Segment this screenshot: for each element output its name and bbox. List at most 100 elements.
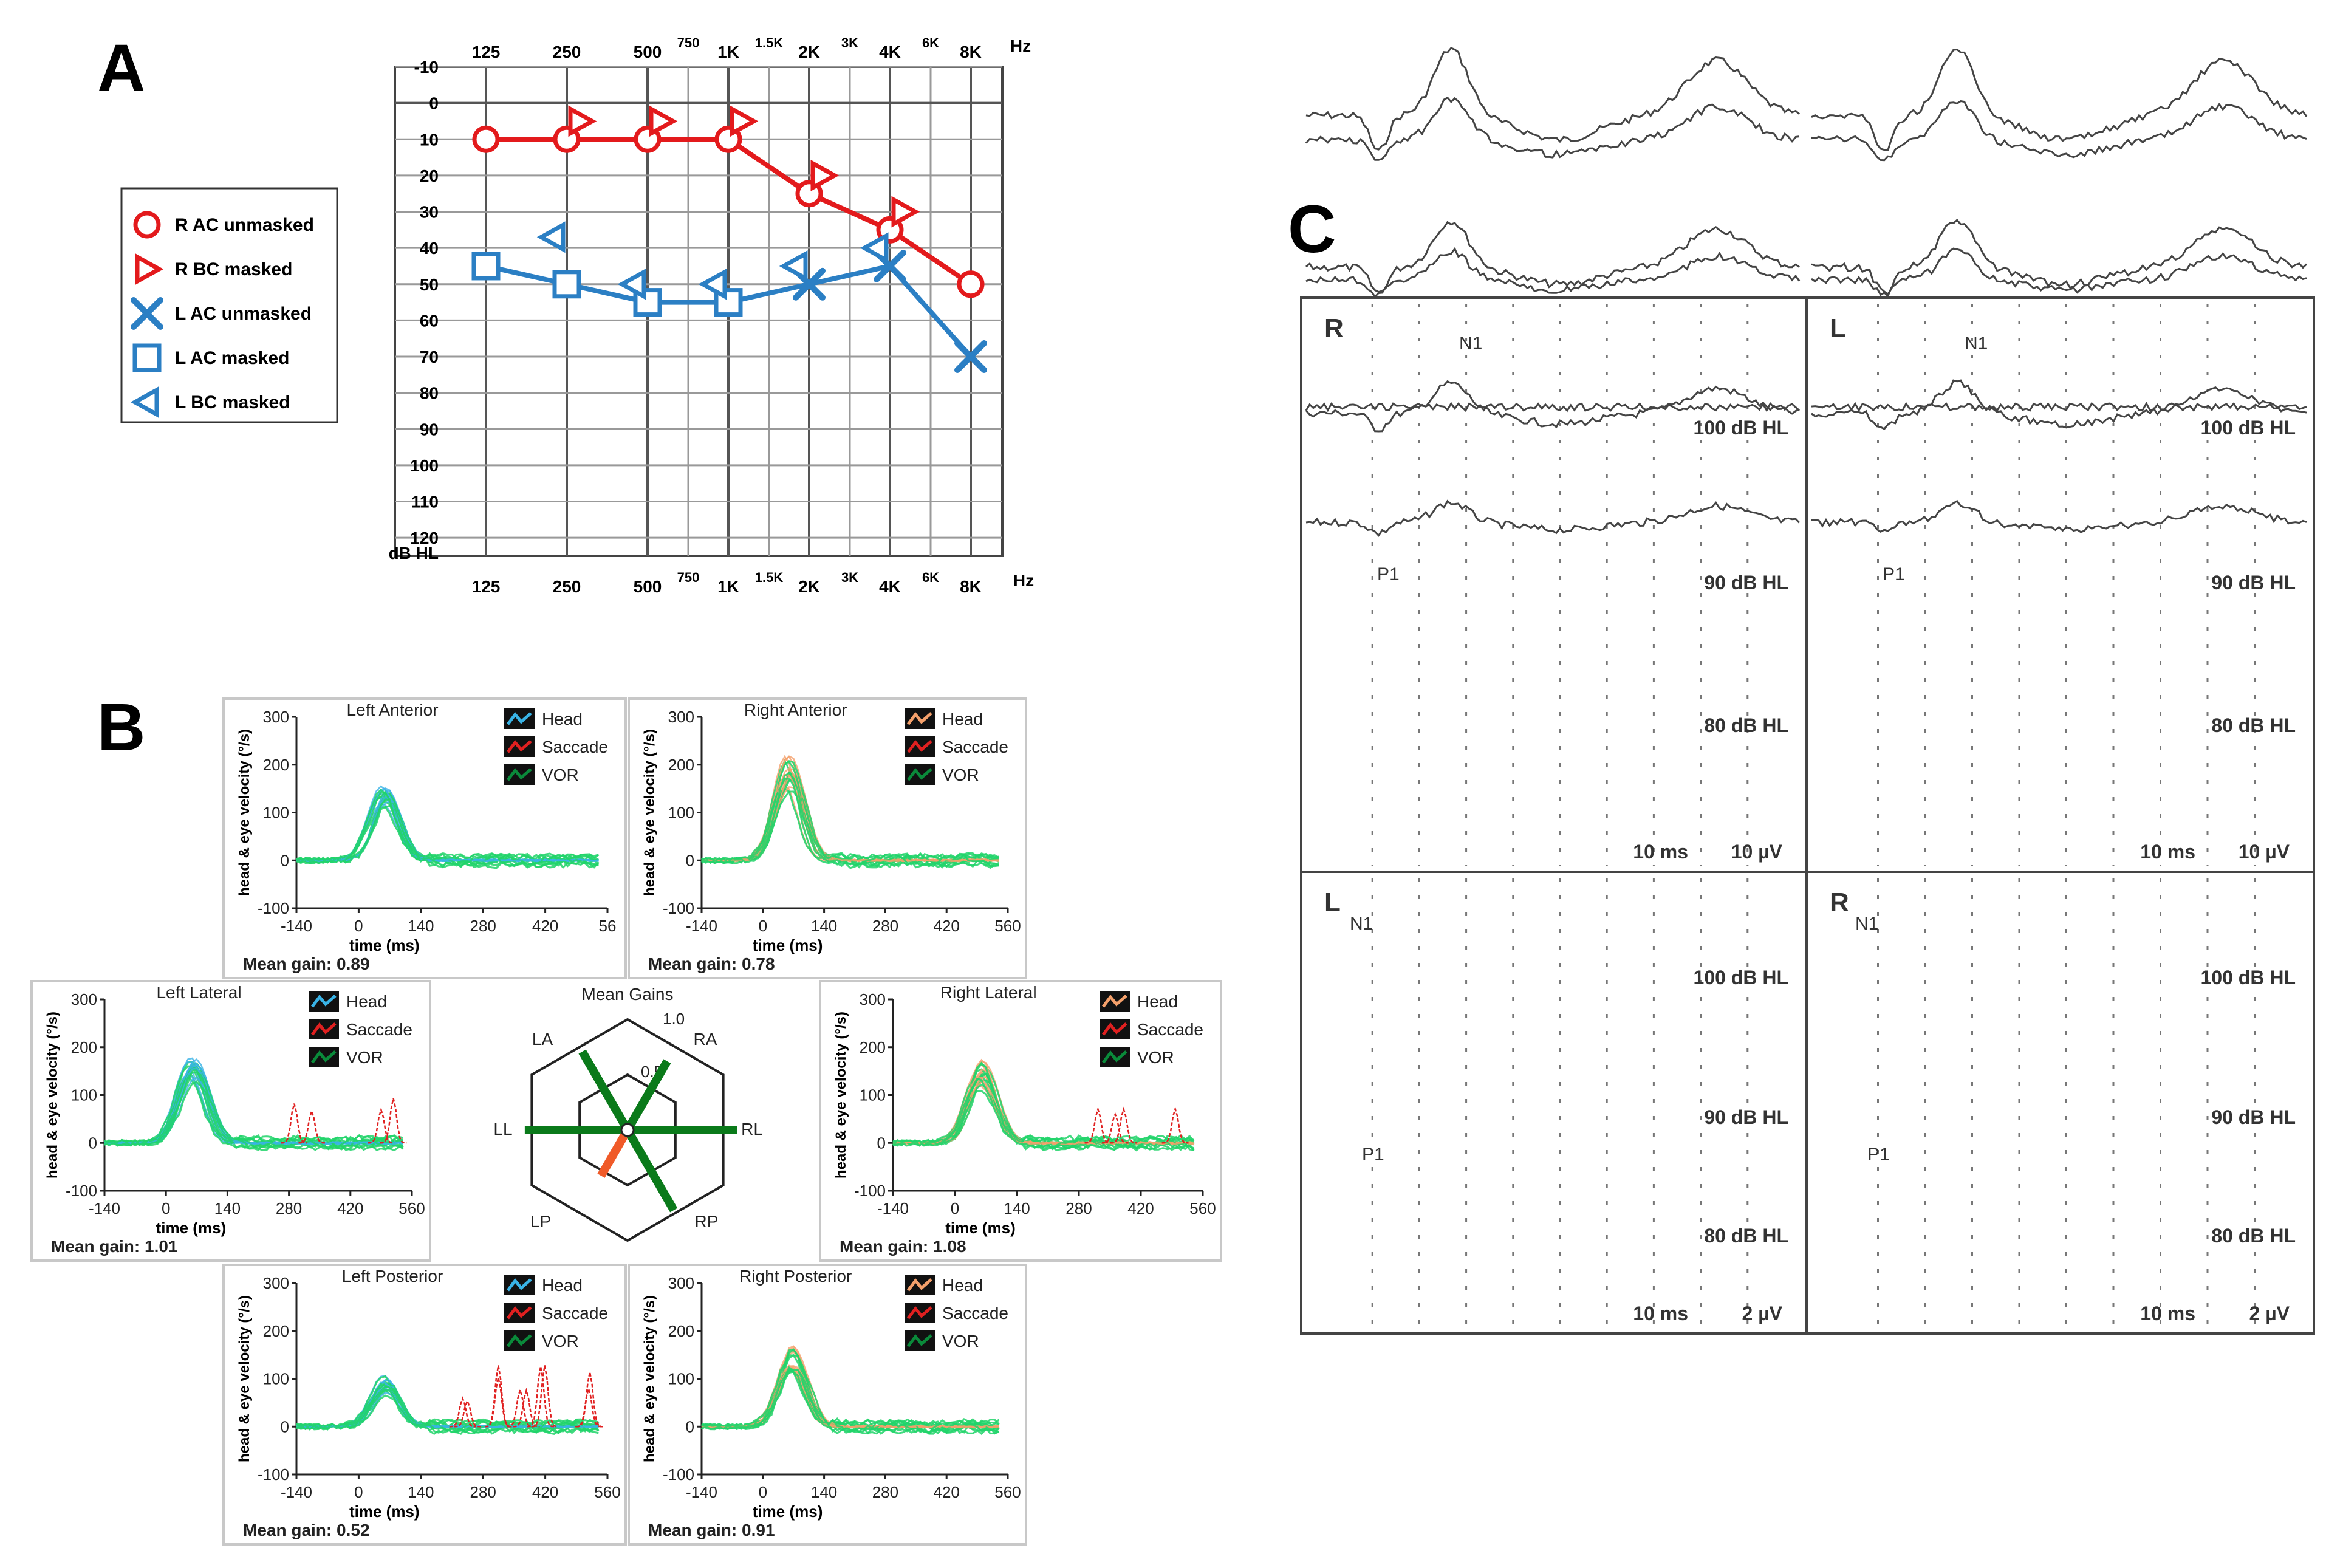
y-axis-label: head & eye velocity (°/s)	[641, 1295, 658, 1462]
x-tick-label: 140	[811, 1483, 837, 1501]
y-axis-label: head & eye velocity (°/s)	[833, 1012, 849, 1179]
abr-time-scale: 10 ms	[1633, 1303, 1688, 1324]
y-tick-label: 200	[263, 1322, 289, 1340]
marker-square	[552, 270, 581, 299]
abr-level-label: 80 dB HL	[1704, 714, 1788, 736]
vor-trace	[701, 1348, 1000, 1434]
y-tick-label: 300	[71, 990, 97, 1008]
x-tick-label: 140	[1004, 1199, 1030, 1217]
y-tick-label: 100	[860, 1086, 886, 1104]
abr-waveform	[1811, 402, 2307, 413]
mean-gain-text: Mean gain: 0.52	[243, 1521, 370, 1539]
legend-swatch-line	[907, 1278, 932, 1292]
tick-label-y: 100	[410, 456, 439, 475]
tick-label-y: 0	[429, 94, 439, 113]
y-tick-label: 300	[668, 708, 694, 726]
saccade-trace	[281, 1103, 308, 1144]
abr-frame	[1805, 296, 2315, 873]
legend-label: Saccade	[346, 1020, 412, 1039]
y-tick-label: 0	[686, 851, 694, 869]
saccade-trace	[1161, 1106, 1189, 1144]
x-unit-bottom: Hz	[1013, 571, 1034, 590]
abr-side-label: R	[1830, 888, 1849, 917]
x-tick-label: 280	[470, 1483, 496, 1501]
saccade-trace	[449, 1396, 476, 1428]
tick-label-y: 40	[420, 239, 439, 258]
abr-level-label: 100 dB HL	[2201, 417, 2296, 439]
legend-label: Head	[542, 710, 583, 728]
abr-waveform	[1811, 100, 2307, 162]
x-tick-label: -140	[281, 1483, 312, 1501]
marker-triangle-left	[779, 250, 808, 282]
abr-level-label: 90 dB HL	[2211, 1106, 2296, 1128]
x-tick-label: 0	[951, 1199, 959, 1217]
mean-gain-text: Mean gain: 0.89	[243, 954, 370, 973]
vor-trace	[104, 1071, 404, 1151]
marker-triangle-right	[568, 105, 597, 137]
marker-circle	[472, 125, 500, 153]
abr-recording-panel: R 100 dB HL 90 dB HL 80 dB HL 10 ms 2 µV N1 P1	[1805, 100, 2315, 1335]
hexagon-outer	[530, 1018, 725, 1242]
abr-recording-panel: R 100 dB HL 90 dB HL 80 dB HL 10 ms 10 µV N1 P1	[1300, 47, 1808, 873]
legend-swatch-line	[907, 1333, 932, 1347]
y-tick-label: -100	[258, 1465, 289, 1484]
tick-label-y: 50	[420, 275, 439, 294]
vhit-plot-title: Left Anterior	[347, 700, 439, 719]
x-tick-label: 0	[759, 917, 767, 935]
abr-level-label: 90 dB HL	[1704, 572, 1788, 594]
abr-waveform	[1305, 221, 1800, 293]
gain-bar	[578, 1049, 632, 1132]
x-unit-top: Hz	[1010, 36, 1031, 55]
abr-level-label: 90 dB HL	[2211, 572, 2296, 594]
marker-triangle-left	[617, 268, 646, 300]
abr-waveform	[1305, 402, 1801, 413]
abr-waveform	[1811, 247, 2307, 298]
gain-axis-label: RL	[741, 1120, 763, 1138]
y-tick-label: 300	[860, 990, 886, 1008]
abr-waveform	[1305, 247, 1801, 298]
x-tick-label: 140	[408, 917, 434, 935]
mean-gain-text: Mean gain: 0.91	[648, 1521, 775, 1539]
abr-peak-label-n1: N1	[1965, 334, 1988, 354]
y-tick-label: 0	[89, 1134, 97, 1152]
marker-circle	[133, 211, 161, 239]
legend-swatch-line	[1102, 1050, 1127, 1064]
vhit-plot: 300 200 100 0 -100-140 0 140 280 420 560 time (ms)…	[628, 697, 1027, 979]
x-tick-label: -140	[281, 917, 312, 935]
vhit-plot-title: Right Posterior	[739, 1267, 852, 1286]
tick-label-y: 90	[420, 420, 439, 439]
legend-swatch-line	[311, 1050, 337, 1064]
abr-level-label: 100 dB HL	[2201, 967, 2296, 988]
saccade-trace	[1110, 1106, 1137, 1144]
x-tick-label: 140	[214, 1199, 241, 1217]
legend-swatch-line	[1102, 1022, 1127, 1036]
marker-triangle-right	[649, 105, 678, 137]
x-tick-label: 420	[532, 917, 558, 935]
x-tick-label: 560	[994, 917, 1021, 935]
x-tick-label: 280	[276, 1199, 302, 1217]
tick-label-x-top: 250	[553, 43, 581, 61]
legend-swatch-line	[1102, 994, 1127, 1008]
y-tick-label: 200	[263, 756, 289, 774]
marker-triangle-right	[135, 253, 164, 285]
y-tick-label: 100	[668, 804, 694, 822]
vhit-plot-title: Right Lateral	[940, 983, 1037, 1002]
abr-time-scale: 10 ms	[2140, 841, 2195, 863]
tick-label-y: 80	[420, 384, 439, 403]
legend-label: Saccade	[1137, 1020, 1203, 1039]
marker-triangle-left	[860, 232, 889, 264]
tick-label-x-bottom: 3K	[841, 570, 858, 585]
legend-label: R AC unmasked	[175, 215, 314, 235]
y-tick-label: 100	[71, 1086, 97, 1104]
legend-swatch-line	[907, 711, 932, 725]
abr-side-label: L	[1830, 313, 1846, 343]
legend-swatch-line	[507, 1306, 532, 1320]
abr-recording-panel: L 100 dB HL 90 dB HL 80 dB HL 10 ms 10 µV N1 P1	[1805, 48, 2315, 873]
y-tick-label: 100	[263, 1370, 289, 1388]
x-tick-label: 280	[872, 917, 898, 935]
tick-label-x-top: 500	[634, 43, 662, 61]
x-axis-label: time (ms)	[945, 1219, 1016, 1237]
x-tick-label: 420	[337, 1199, 363, 1217]
x-axis-label: time (ms)	[753, 1502, 823, 1521]
